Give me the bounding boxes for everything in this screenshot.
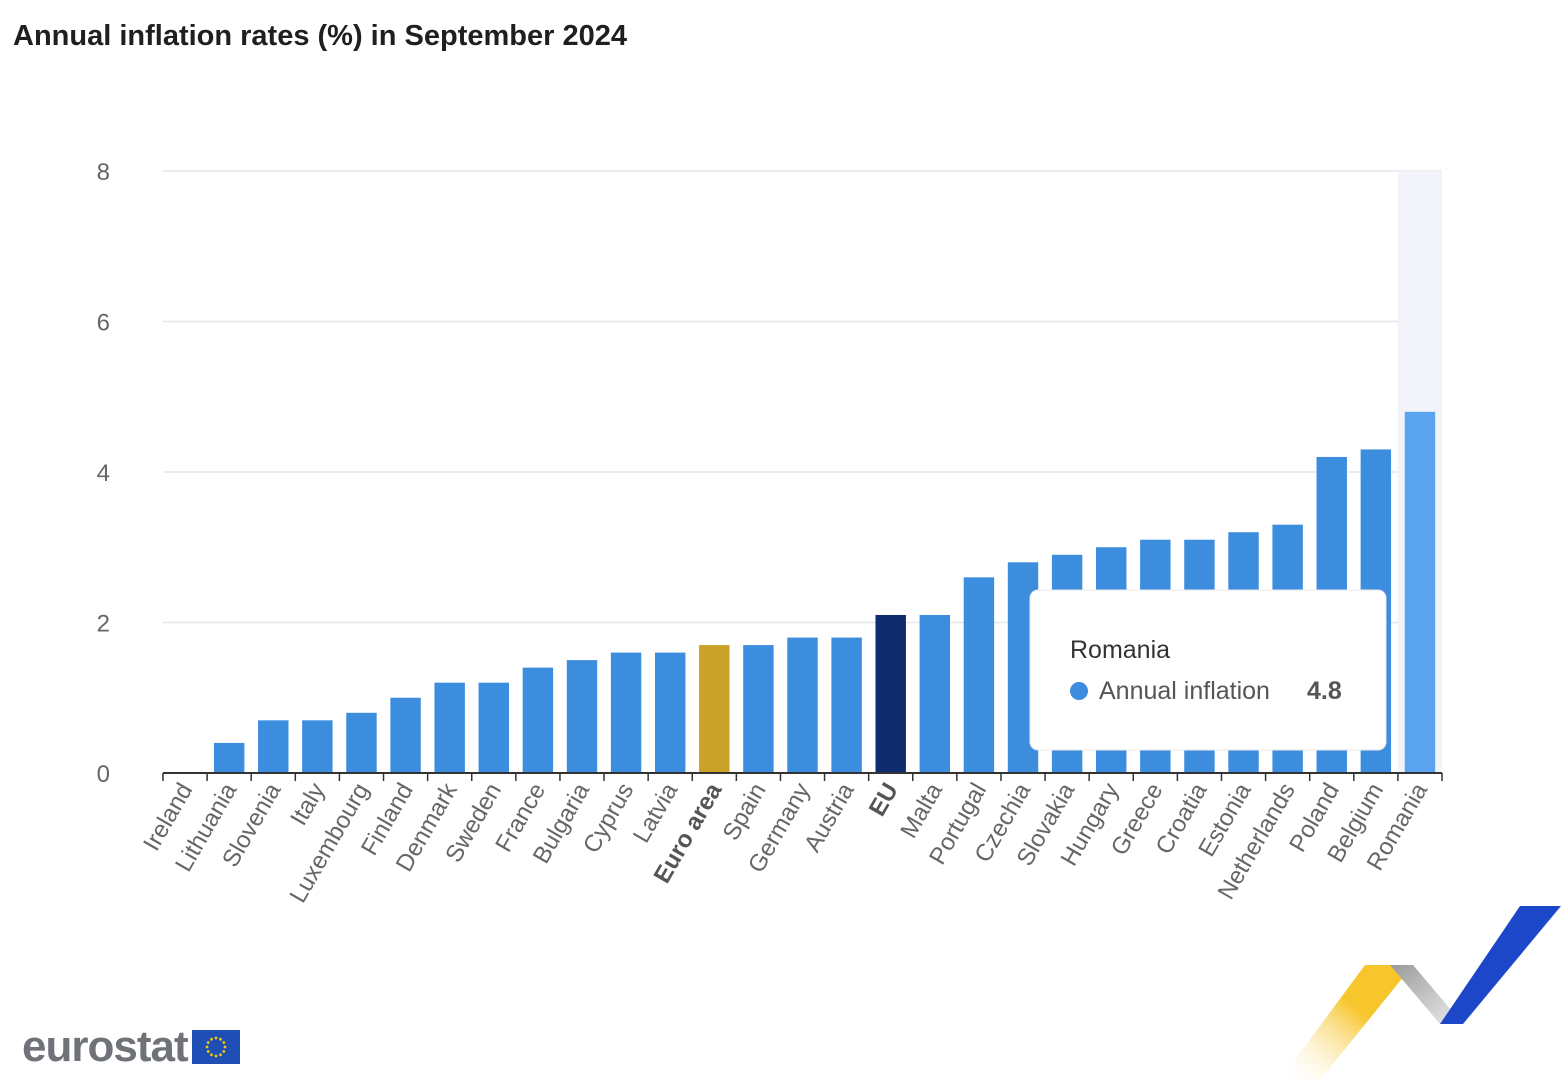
y-tick-label: 6 bbox=[97, 310, 110, 337]
tooltip-value: 4.8 bbox=[1307, 677, 1342, 705]
tooltip-country: Romania bbox=[1070, 636, 1170, 664]
bar-eu[interactable] bbox=[875, 614, 906, 773]
tooltip: Romania Annual inflation 4.8 bbox=[1029, 589, 1387, 751]
x-axis bbox=[162, 772, 1443, 781]
bar-slovenia[interactable] bbox=[258, 720, 289, 773]
logo-text: eurostat bbox=[22, 1022, 189, 1071]
y-axis-ticks: 0 2 4 6 8 bbox=[97, 159, 110, 788]
bar-euro-area[interactable] bbox=[699, 645, 730, 773]
bar-latvia[interactable] bbox=[654, 652, 686, 773]
bar-malta[interactable] bbox=[919, 614, 951, 773]
x-axis-labels: IrelandLithuaniaSloveniaItalyLuxembourgF… bbox=[138, 778, 1433, 908]
bar-spain[interactable] bbox=[743, 645, 774, 773]
y-tick-label: 2 bbox=[97, 611, 110, 638]
y-tick-label: 0 bbox=[97, 761, 110, 788]
eu-flag-icon bbox=[191, 1030, 240, 1064]
bar-france[interactable] bbox=[522, 667, 554, 773]
bar-denmark[interactable] bbox=[434, 682, 465, 773]
bar-lithuania[interactable] bbox=[213, 742, 245, 773]
y-tick-label: 4 bbox=[97, 460, 110, 487]
x-tick-label: Italy bbox=[285, 779, 330, 831]
tooltip-series-marker bbox=[1070, 682, 1088, 700]
bar-romania[interactable] bbox=[1404, 411, 1436, 773]
eurostat-logo: eurostat bbox=[22, 1022, 240, 1072]
bar-italy[interactable] bbox=[302, 720, 333, 773]
tooltip-series-name: Annual inflation bbox=[1099, 677, 1270, 705]
bar-luxembourg[interactable] bbox=[346, 712, 377, 773]
bar-portugal[interactable] bbox=[963, 577, 995, 773]
bar-bulgaria[interactable] bbox=[566, 660, 598, 773]
bar-austria[interactable] bbox=[831, 637, 862, 773]
bar-sweden[interactable] bbox=[478, 682, 509, 773]
y-tick-label: 8 bbox=[97, 159, 110, 186]
chart-title: Annual inflation rates (%) in September … bbox=[13, 20, 627, 52]
tooltip-box bbox=[1029, 589, 1387, 751]
bar-germany[interactable] bbox=[787, 637, 818, 773]
bar-cyprus[interactable] bbox=[610, 652, 642, 773]
x-tick-label: EU bbox=[864, 779, 904, 821]
decorative-ribbon bbox=[1280, 906, 1561, 1080]
bar-finland[interactable] bbox=[390, 697, 421, 773]
